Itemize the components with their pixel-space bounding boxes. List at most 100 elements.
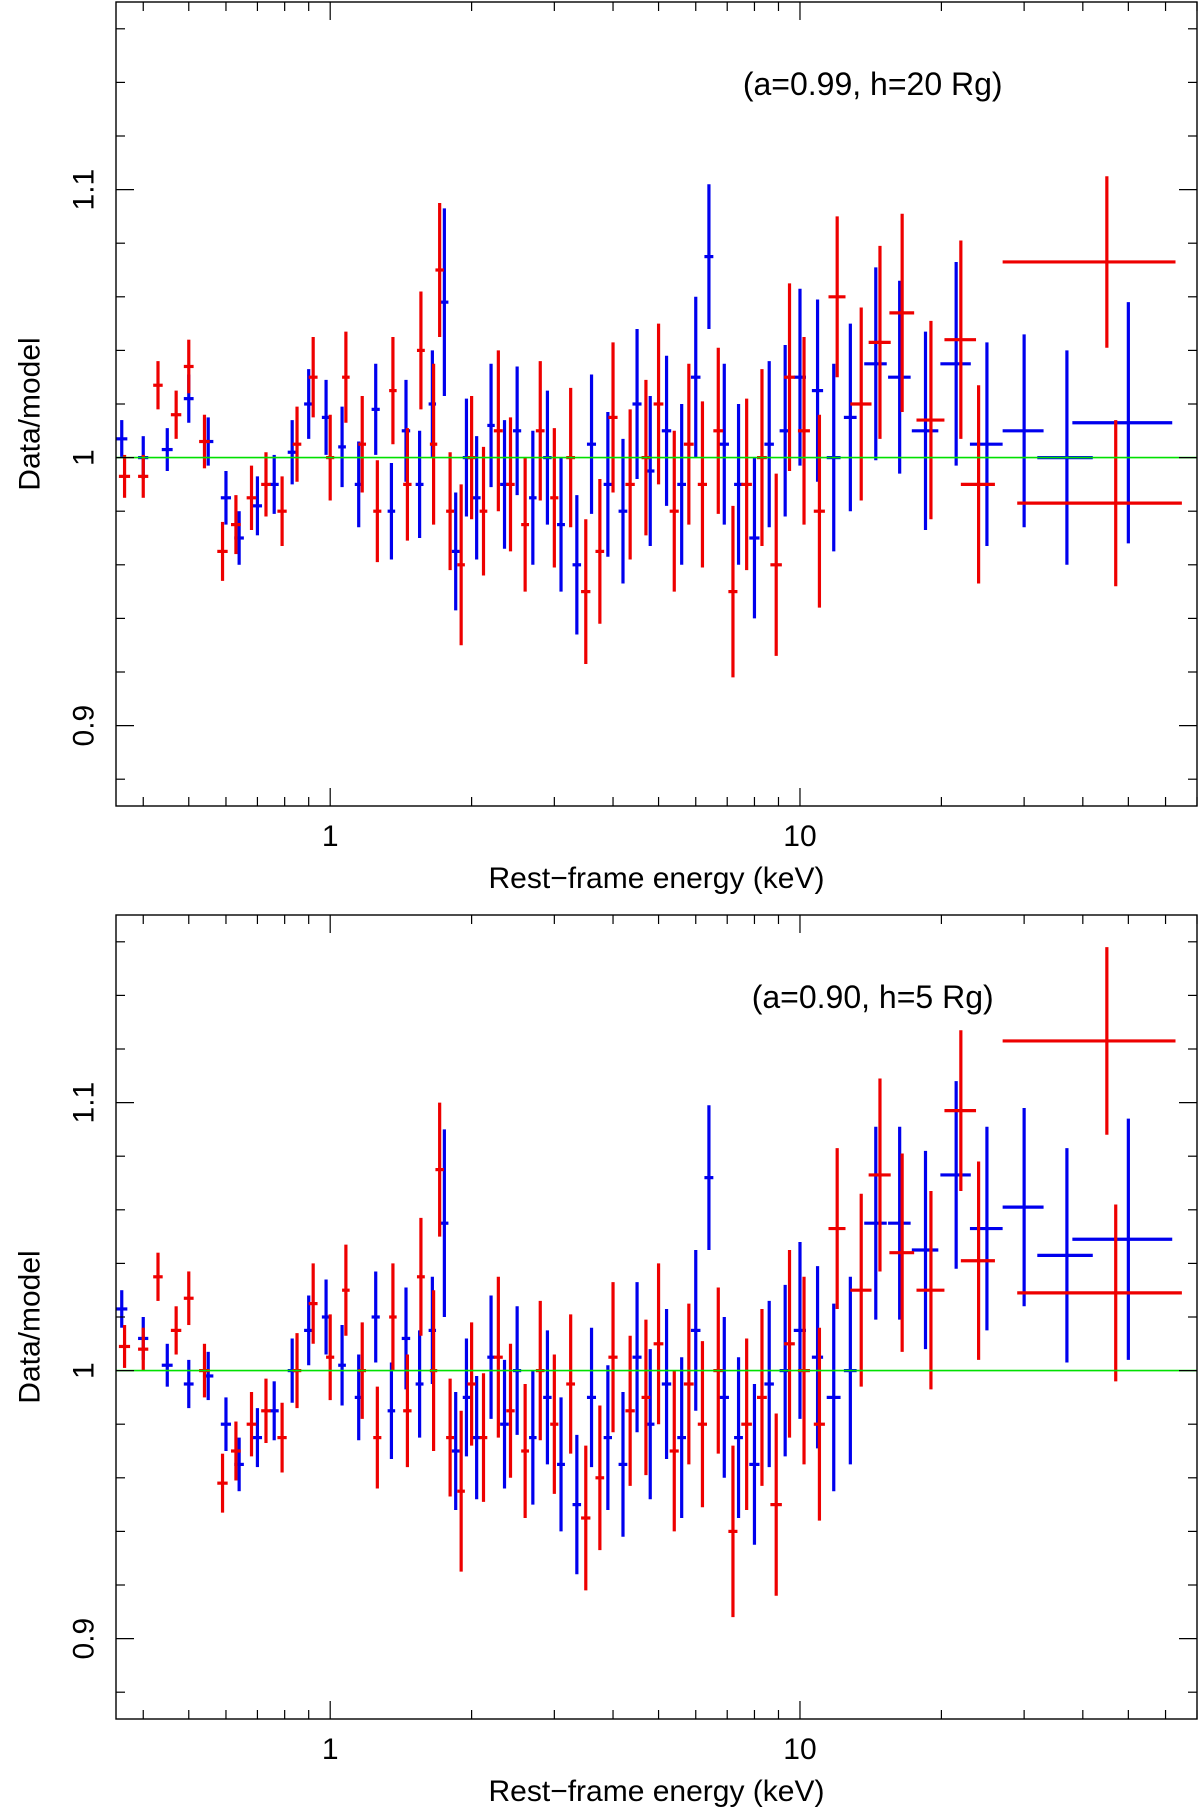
bottom-red-point-32 <box>581 1445 591 1591</box>
top-blue-point-42 <box>764 361 774 528</box>
bottom-red-point-45 <box>770 1413 782 1596</box>
bottom-blue-point-51 <box>940 1081 971 1269</box>
top-red-point-33 <box>595 479 605 624</box>
top-red-point-25 <box>479 446 488 576</box>
bottom-red-point-53 <box>916 1191 945 1390</box>
bottom-blue-point-19 <box>440 1129 449 1317</box>
bottom-red-point-46 <box>784 1250 795 1438</box>
top-red-point-2 <box>153 361 163 410</box>
bottom-y-tick-label-1: 1 <box>68 1362 101 1379</box>
top-red-point-43 <box>741 398 752 571</box>
top-red-point-35 <box>625 409 635 560</box>
bottom-blue-point-3 <box>183 1359 194 1409</box>
top-blue-point-28 <box>557 457 565 592</box>
top-blue-point-15 <box>387 462 396 560</box>
top-blue-point-45 <box>811 299 824 482</box>
top-red-point-46 <box>784 283 795 471</box>
top-red-point-45 <box>770 473 782 656</box>
top-blue-point-19 <box>440 208 449 396</box>
top-red-point-3 <box>170 390 182 439</box>
top-red-point-16 <box>373 460 382 563</box>
bottom-red-point-2 <box>153 1252 163 1301</box>
top-blue-point-37 <box>690 296 701 458</box>
top-y-tick-label-1-1: 1.1 <box>68 169 101 211</box>
bottom-blue-point-42 <box>764 1300 774 1468</box>
top-red-point-11 <box>292 406 302 482</box>
top-red-point-14 <box>342 331 350 423</box>
bottom-blue-point-33 <box>632 1282 642 1433</box>
bottom-red-point-40 <box>697 1341 708 1508</box>
top-red-point-53 <box>916 320 945 520</box>
top-x-tick-label-1: 1 <box>322 820 339 853</box>
top-red-point-15 <box>358 395 367 493</box>
top-red-point-41 <box>713 347 724 514</box>
bottom-red-point-31 <box>566 1314 576 1454</box>
bottom-red-point-55 <box>960 1161 995 1360</box>
bottom-blue-point-50 <box>911 1150 939 1350</box>
top-red-point-42 <box>728 505 738 678</box>
top-red-point-32 <box>581 519 591 664</box>
top-blue-point-0 <box>116 420 128 458</box>
top-blue-point-17 <box>415 430 424 538</box>
bottom-y-axis-label: Data/model <box>14 1250 47 1403</box>
bottom-blue-point-24 <box>500 1359 509 1489</box>
bottom-red-point-54 <box>944 1030 977 1192</box>
bottom-red-point-24 <box>467 1322 476 1446</box>
bottom-blue-point-39 <box>719 1317 729 1478</box>
bottom-blue-point-5 <box>220 1397 232 1451</box>
top-blue-point-53 <box>1002 334 1044 528</box>
top-red-point-48 <box>813 414 825 608</box>
top-blue-point-5 <box>220 471 232 525</box>
top-y-tick-label-0-9: 0.9 <box>68 705 101 747</box>
top-red-point-22 <box>446 452 455 571</box>
bottom-blue-point-12 <box>338 1325 346 1406</box>
bottom-blue-point-35 <box>661 1308 672 1460</box>
top-blue-point-39 <box>719 363 729 525</box>
top-red-point-54 <box>944 240 977 439</box>
bottom-red-point-8 <box>246 1392 257 1457</box>
bottom-y-tick-label-0-9: 0.9 <box>68 1618 101 1660</box>
bottom-red-point-38 <box>669 1370 679 1532</box>
top-red-point-9 <box>261 452 271 517</box>
top-blue-point-7 <box>252 476 263 536</box>
bottom-blue-point-48 <box>864 1126 887 1320</box>
bottom-blue-point-26 <box>529 1370 537 1505</box>
bottom-red-point-48 <box>813 1327 825 1521</box>
bottom-red-point-14 <box>342 1244 350 1336</box>
bottom-red-point-34 <box>608 1282 618 1433</box>
bottom-red-point-16 <box>373 1386 382 1489</box>
bottom-red-point-43 <box>741 1338 752 1510</box>
top-red-point-27 <box>506 417 515 552</box>
bottom-red-point-1 <box>138 1327 149 1371</box>
bottom-x-tick-label-10: 10 <box>783 1733 816 1766</box>
bottom-x-tick-label-1: 1 <box>322 1733 339 1766</box>
bottom-red-point-35 <box>625 1335 635 1486</box>
bottom-red-point-36 <box>641 1319 651 1476</box>
bottom-red-point-28 <box>521 1384 530 1518</box>
bottom-red-point-4 <box>183 1271 194 1326</box>
top-blue-point-48 <box>864 267 887 461</box>
bottom-red-point-18 <box>403 1354 412 1468</box>
top-red-point-17 <box>389 337 397 445</box>
top-blue-point-23 <box>487 363 495 488</box>
top-blue-point-22 <box>472 436 481 560</box>
bottom-axis-ticks <box>116 915 1198 1719</box>
top-red-point-28 <box>521 457 530 592</box>
bottom-red-point-52 <box>889 1153 915 1352</box>
bottom-x-axis-label: Rest−frame energy (keV) <box>489 1775 825 1808</box>
bottom-red-point-0 <box>118 1325 131 1368</box>
top-blue-point-30 <box>586 374 597 514</box>
bottom-blue-point-2 <box>161 1343 173 1387</box>
top-red-point-55 <box>960 385 995 584</box>
top-y-axis-label: Data/model <box>14 337 47 490</box>
top-red-point-0 <box>118 454 131 498</box>
top-blue-point-8 <box>269 454 279 514</box>
bottom-blue-point-30 <box>586 1327 597 1468</box>
top-axis-ticks <box>116 2 1198 806</box>
top-blue-point-25 <box>513 366 522 496</box>
bottom-blue-point-31 <box>603 1365 613 1510</box>
bottom-blue-point-54 <box>1037 1148 1093 1363</box>
bottom-red-point-33 <box>595 1405 605 1551</box>
bottom-blue-point-45 <box>811 1266 824 1449</box>
